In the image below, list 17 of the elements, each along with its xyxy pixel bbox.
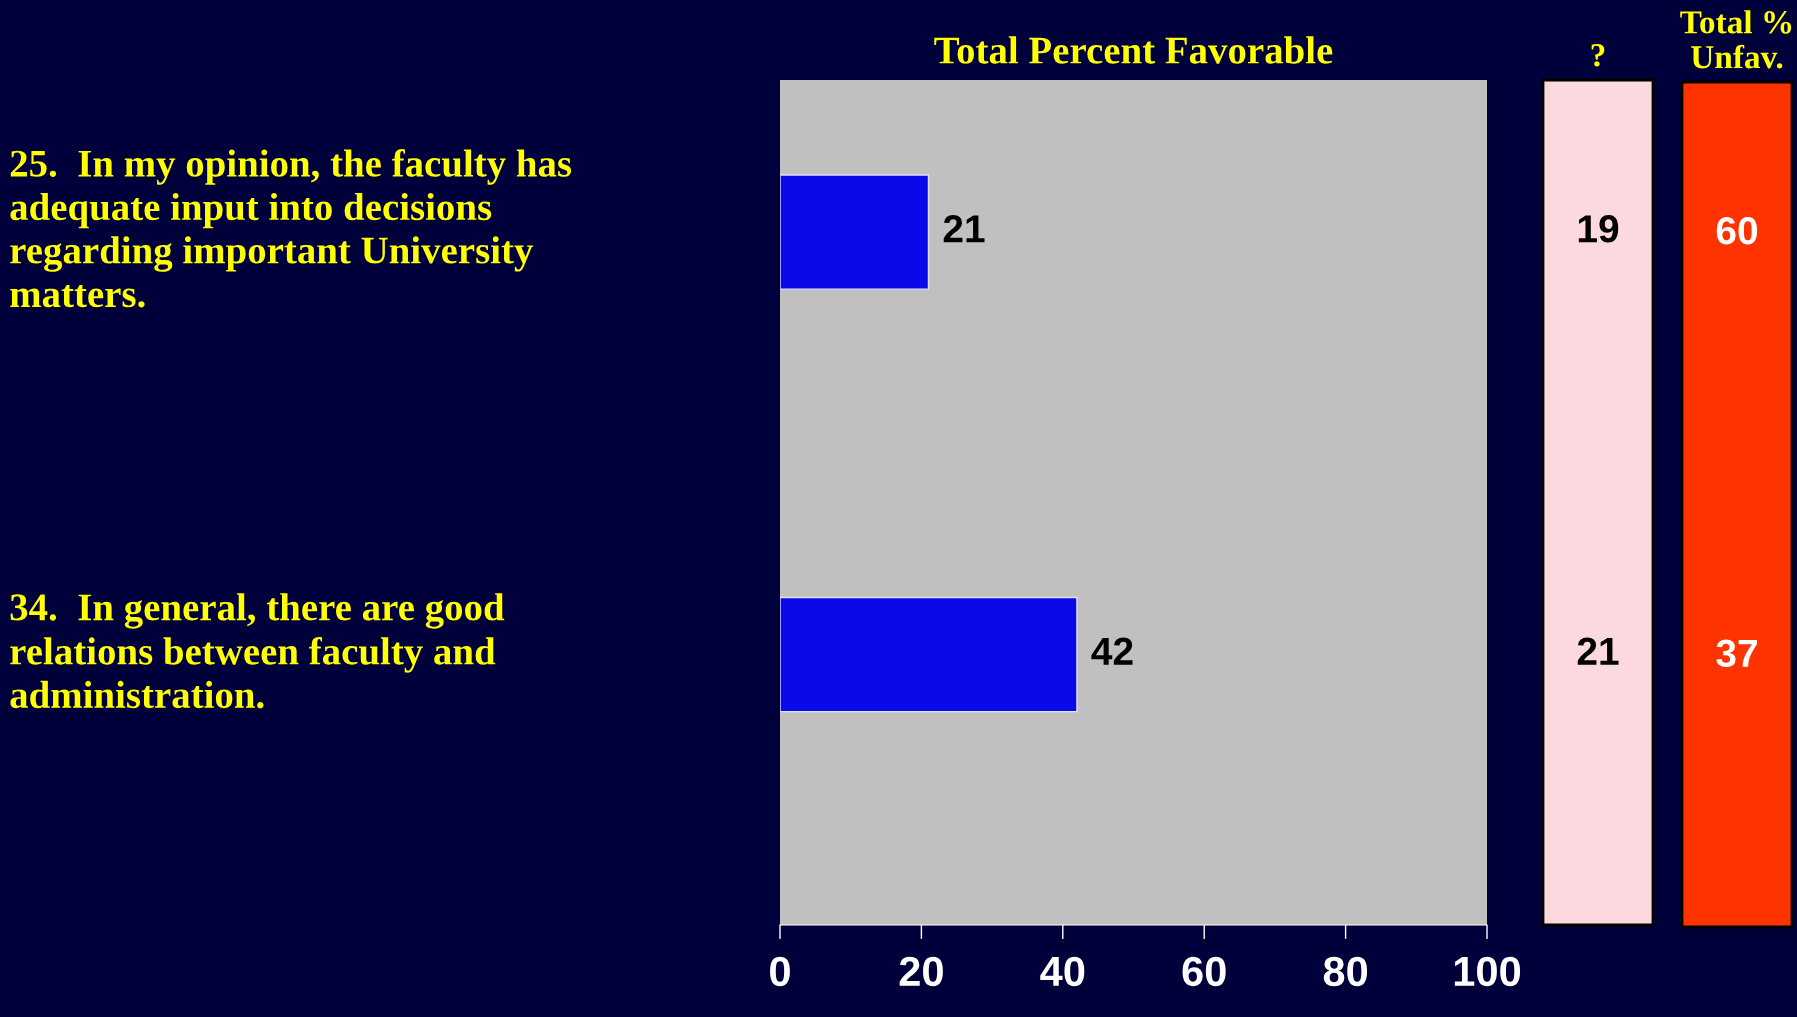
data-label: 21 xyxy=(943,215,985,243)
chart-title: Total Percent Favorable xyxy=(934,36,1333,64)
text: 19 xyxy=(1578,215,1619,243)
x-tick-label: 80 xyxy=(1323,956,1368,987)
text: 60 xyxy=(1716,217,1758,245)
x-tick-label: 20 xyxy=(899,956,943,987)
text: Total % Unfav. xyxy=(1680,10,1792,69)
text: ? xyxy=(1591,44,1605,67)
text: 37 xyxy=(1716,639,1757,668)
y-tick-label: 25. In my opinion, the faculty has adequate input into decisions regarding important University matters. xyxy=(10,149,572,308)
data-label: 42 xyxy=(1091,637,1133,665)
text: 21 xyxy=(1577,637,1619,665)
y-tick-label: 34. In general, there are good relations between faculty and administration. xyxy=(10,593,505,709)
x-tick-label: 100 xyxy=(1454,956,1521,987)
x-tick-label: 60 xyxy=(1182,956,1226,987)
x-tick-label: 0 xyxy=(770,956,790,987)
x-tick-label: 40 xyxy=(1040,956,1085,987)
